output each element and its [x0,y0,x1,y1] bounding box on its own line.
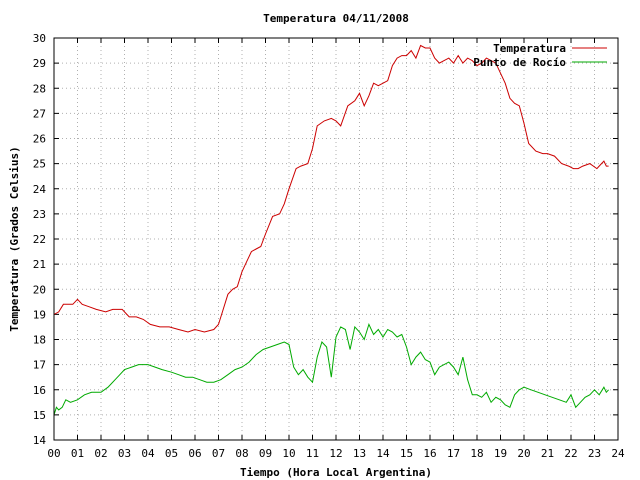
x-tick-label: 11 [306,447,319,460]
x-tick-label: 00 [47,447,60,460]
x-tick-label: 22 [564,447,577,460]
y-tick-label: 17 [33,359,46,372]
y-tick-label: 29 [33,57,46,70]
y-tick-label: 24 [33,183,47,196]
x-tick-label: 04 [141,447,155,460]
series-lines [53,44,609,416]
y-tick-label: 14 [33,434,47,447]
legend-label-temperature: Temperatura [493,42,566,55]
y-tick-label: 26 [33,133,46,146]
x-tick-label: 24 [611,447,625,460]
x-tick-label: 01 [71,447,84,460]
x-tick-label: 08 [235,447,248,460]
x-tick-label: 10 [282,447,295,460]
y-tick-label: 20 [33,283,46,296]
tick-labels: 00 01 02 03 04 05 06 07 08 09 10 11 12 13 14 15 16 17 18 19… [33,32,625,460]
x-axis-title: Tiempo (Hora Local Argentina) [240,466,432,479]
x-tick-label: 21 [541,447,554,460]
grid-lines [54,38,618,440]
legend-label-dew-point: Punto de Rocío [473,56,566,69]
x-tick-label: 17 [447,447,460,460]
y-tick-label: 16 [33,384,46,397]
x-tick-label: 12 [329,447,342,460]
x-tick-label: 20 [517,447,530,460]
y-tick-label: 15 [33,409,46,422]
y-tick-label: 28 [33,82,46,95]
y-axis-title: Temperatura (Grados Celsius) [8,146,21,331]
chart-title: Temperatura 04/11/2008 [263,12,409,25]
x-tick-label: 23 [588,447,601,460]
y-tick-label: 30 [33,32,46,45]
x-tick-label: 19 [494,447,507,460]
x-tick-label: 15 [400,447,413,460]
x-tick-label: 02 [94,447,107,460]
y-tick-label: 25 [33,158,46,171]
temperature-series-line [53,44,609,333]
x-tick-label: 14 [376,447,390,460]
x-tick-label: 07 [212,447,225,460]
x-tick-label: 06 [188,447,201,460]
y-tick-label: 22 [33,233,46,246]
x-tick-label: 03 [118,447,131,460]
x-tick-label: 05 [165,447,178,460]
x-tick-label: 13 [353,447,366,460]
y-tick-label: 23 [33,208,46,221]
y-tick-label: 19 [33,308,46,321]
plot-frame [53,37,619,441]
y-tick-label: 18 [33,334,46,347]
x-tick-label: 18 [470,447,483,460]
x-tick-label: 16 [423,447,436,460]
x-tick-label: 09 [259,447,272,460]
dew-point-series-line [53,323,609,416]
axis-ticks [53,37,619,441]
y-tick-label: 27 [33,107,46,120]
y-tick-label: 21 [33,258,46,271]
